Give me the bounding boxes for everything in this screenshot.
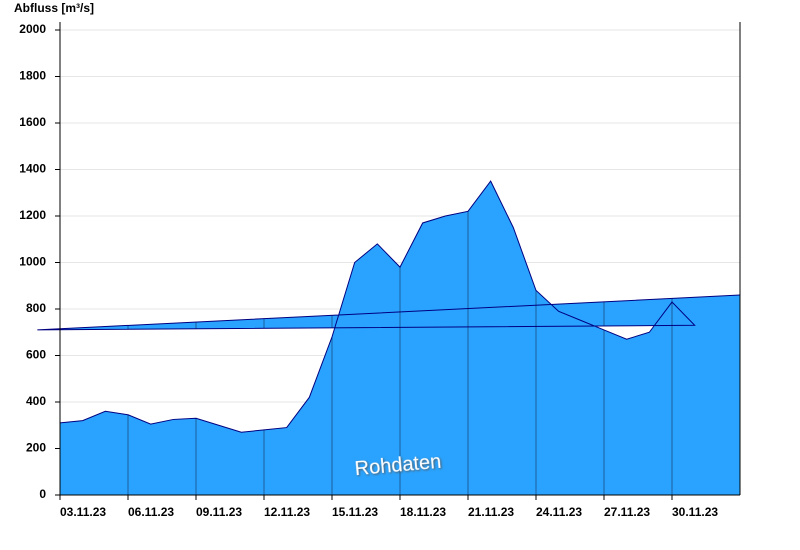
line xyxy=(37,180,741,433)
x-tick-label: 12.11.23 xyxy=(264,505,310,519)
y-tick-label: 400 xyxy=(26,394,46,408)
y-tick-label: 1400 xyxy=(19,162,46,176)
x-tick-label: 06.11.23 xyxy=(128,505,174,519)
x-tick-label: 30.11.23 xyxy=(672,505,718,519)
y-tick-label: 2000 xyxy=(19,22,46,36)
y-tick-label: 1600 xyxy=(19,115,46,129)
y-tick-label: 600 xyxy=(26,348,46,362)
y-tick-label: 200 xyxy=(26,441,46,455)
y-tick-label: 1000 xyxy=(19,255,46,269)
x-tick-label: 15.11.23 xyxy=(332,505,378,519)
x-tick-label: 09.11.23 xyxy=(196,505,242,519)
y-tick-label: 1200 xyxy=(19,208,46,222)
y-tick-label: 1800 xyxy=(19,69,46,83)
y-axis-title: Abfluss [m³/s] xyxy=(14,1,94,15)
y-tick-label: 800 xyxy=(26,301,46,315)
x-tick-label: 03.11.23 xyxy=(60,505,106,519)
x-tick-label: 24.11.23 xyxy=(536,505,582,519)
x-tick-label: 21.11.23 xyxy=(468,505,514,519)
x-tick-label: 27.11.23 xyxy=(604,505,650,519)
x-tick-label: 18.11.23 xyxy=(400,505,446,519)
y-tick-label: 0 xyxy=(39,487,46,501)
area xyxy=(37,181,741,495)
